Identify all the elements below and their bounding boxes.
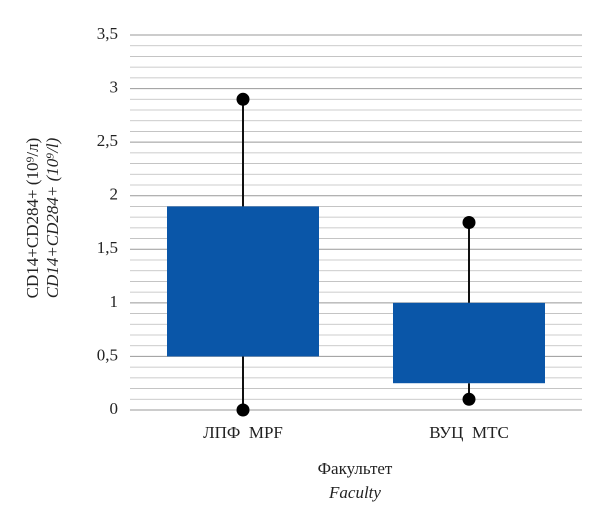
box [393, 302, 545, 384]
whisker-end [462, 392, 476, 406]
whisker-end [236, 92, 250, 106]
x-axis-label: Faculty [328, 483, 381, 502]
y-axis-label: CD14+CD284+ (10⁹/l) [43, 137, 62, 298]
y-tick-label: 1,5 [97, 238, 118, 257]
y-axis-label: CD14+CD284+ (10⁹/л) [23, 138, 42, 299]
y-tick-label: 0,5 [97, 345, 118, 364]
y-tick-label: 3,5 [97, 24, 118, 43]
y-tick-label: 0 [110, 399, 119, 418]
whisker-end [462, 216, 476, 229]
x-tick-label: ВУЦ MTC [429, 423, 509, 442]
y-tick-label: 3 [110, 77, 119, 96]
y-tick-label: 1 [110, 292, 119, 311]
box [167, 206, 319, 357]
x-axis-label: Факультет [318, 459, 393, 478]
y-tick-label: 2,5 [97, 131, 118, 150]
whisker-end [236, 403, 250, 417]
x-tick-label: ЛПФ MPF [203, 423, 283, 442]
y-tick-label: 2 [110, 185, 119, 204]
